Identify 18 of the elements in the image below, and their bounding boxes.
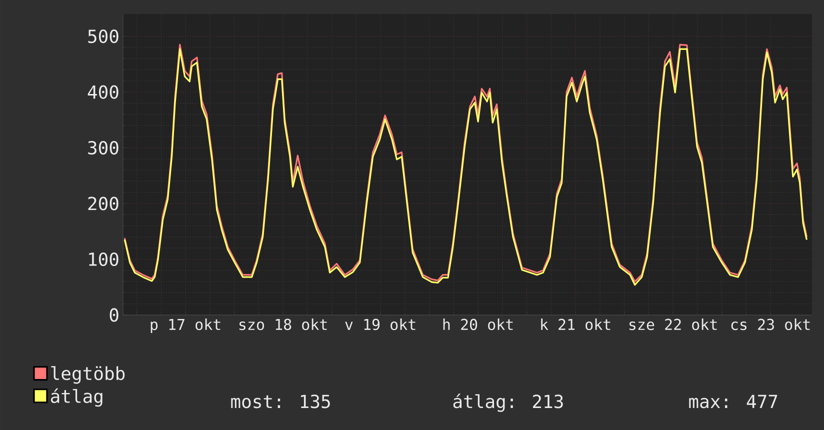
x-tick-label: cs 23 okt [731, 318, 810, 330]
x-tick-label: sze 22 okt [629, 318, 717, 330]
y-tick-label: 200 [88, 196, 118, 210]
y-tick-label: 100 [89, 252, 118, 266]
x-tick-label: szo 18 okt [239, 318, 327, 330]
x-tick-label: k 21 okt [541, 318, 610, 330]
x-tick-label: h 20 okt [443, 318, 513, 330]
x-tick-label: p 17 okt [150, 318, 220, 334]
y-tick-label: 400 [88, 85, 118, 99]
x-tick-label: v 19 okt [345, 318, 416, 330]
y-tick-label: 300 [88, 140, 118, 155]
text: átlag: 213 [453, 394, 563, 412]
y-tick-label: 0 [110, 308, 118, 322]
y-tick-label: 500 [88, 29, 118, 44]
text: max: 477 [689, 394, 778, 408]
legend-label: legtöbb [51, 366, 125, 384]
legend-label: átlag [50, 388, 102, 407]
text: most: 135 [231, 394, 330, 408]
